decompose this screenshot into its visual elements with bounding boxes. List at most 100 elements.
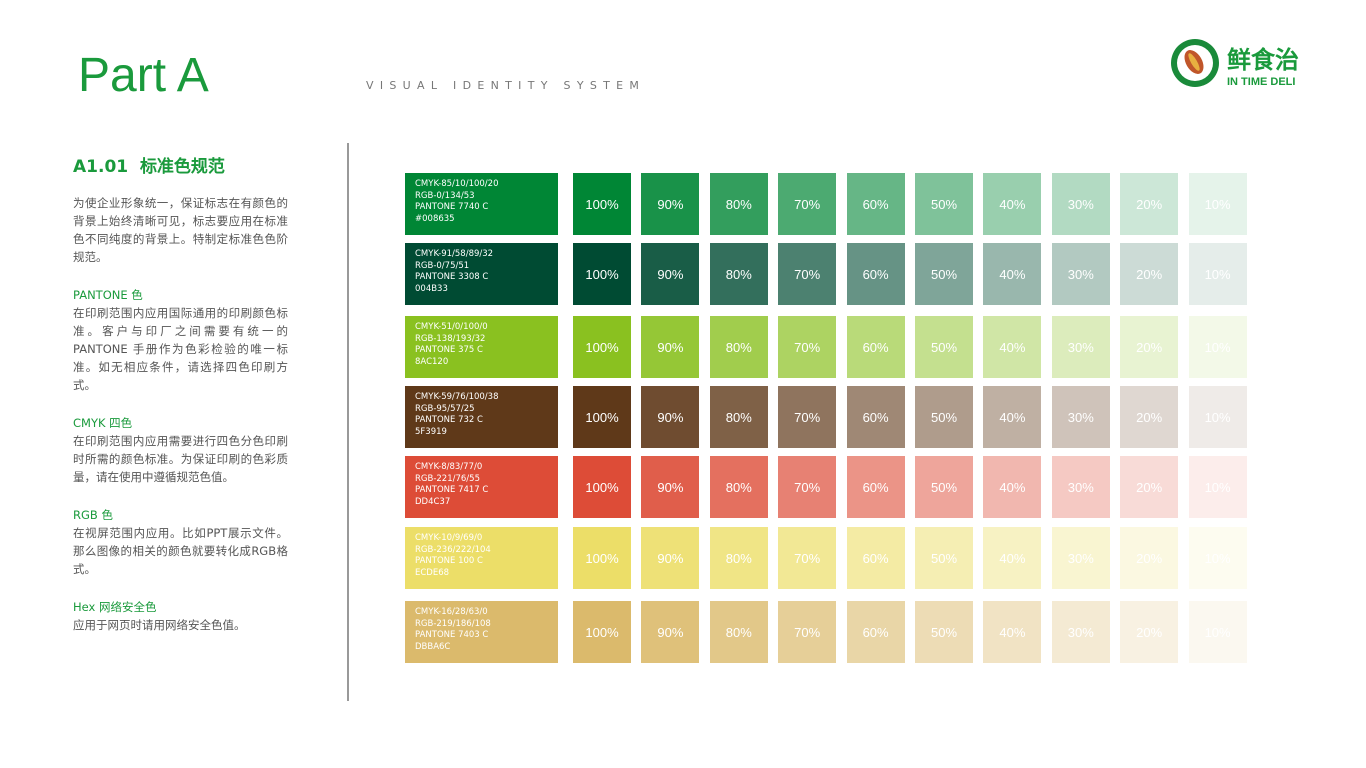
- spec-line: CMYK-8/83/77/0: [415, 462, 483, 472]
- item-heading: CMYK 四色: [73, 416, 133, 430]
- tint-fill: [641, 601, 700, 663]
- item-text: 在印刷范围内应用需要进行四色分色印刷时所需的颜色标准。为保证印刷的色彩质量，请在…: [73, 434, 288, 484]
- spec-line: CMYK-10/9/69/0: [415, 533, 483, 543]
- logo-cn: 鲜食治: [1227, 46, 1299, 74]
- divider: [347, 143, 349, 701]
- tint-tile: 50%: [915, 456, 973, 518]
- tint-fill: [983, 173, 1042, 235]
- tint-fill: [1051, 173, 1110, 235]
- tint-tile: 50%: [915, 173, 973, 235]
- tint-label: 50%: [930, 624, 958, 640]
- tint-fill: [778, 173, 837, 235]
- spec-line: ECDE68: [415, 567, 450, 578]
- tint-fill: [846, 173, 905, 235]
- logo-en: IN TIME DELI: [1227, 76, 1295, 88]
- tint-fill: [778, 316, 837, 378]
- spec-line: RGB-219/186/108: [415, 618, 491, 629]
- tint-label: 70%: [794, 624, 821, 640]
- tint-tile: 90%: [641, 456, 700, 518]
- spec-tile: CMYK-91/58/89/32 RGB-0/75/51 PANTONE 3308 …: [405, 243, 558, 305]
- tint-label: 80%: [725, 550, 752, 566]
- tint-label: 40%: [999, 266, 1026, 282]
- tint-label: 80%: [725, 624, 752, 640]
- tint-label: 60%: [862, 196, 889, 212]
- tint-tile: 70%: [778, 386, 837, 448]
- spec-line: RGB-0/75/51: [415, 260, 470, 271]
- tint-fill: [1120, 601, 1179, 663]
- tint-label: 60%: [862, 266, 889, 282]
- tint-fill: [573, 527, 631, 589]
- tint-fill: [846, 386, 905, 448]
- item-heading: PANTONE 色: [73, 288, 143, 302]
- tint-label: 10%: [1204, 479, 1231, 495]
- item-text: 应用于网页时请用网络安全色值。: [73, 618, 246, 632]
- spec-tile: CMYK-16/28/63/0 RGB-219/186/108 PANTONE 74…: [405, 601, 558, 663]
- tint-label: 10%: [1204, 196, 1231, 212]
- tint-tile: 90%: [641, 243, 700, 305]
- tint-label: 60%: [862, 550, 889, 566]
- tint-fill: [846, 601, 905, 663]
- tint-tile: 80%: [709, 316, 768, 378]
- tint-label: 90%: [657, 550, 684, 566]
- tint-tile: 20%: [1120, 386, 1179, 448]
- tint-fill: [641, 316, 700, 378]
- spec-line: CMYK-16/28/63/0: [415, 607, 488, 617]
- tint-fill: [1120, 316, 1179, 378]
- tint-fill: [709, 456, 768, 518]
- tint-label: 100%: [585, 266, 619, 282]
- tint-tile: 10%: [1188, 386, 1247, 448]
- tint-fill: [1188, 243, 1247, 305]
- tint-tile: 50%: [915, 243, 973, 305]
- tint-label: 50%: [930, 339, 958, 355]
- tint-tile: 40%: [983, 456, 1042, 518]
- tint-tile: 30%: [1051, 601, 1110, 663]
- tint-label: 80%: [725, 339, 752, 355]
- tint-fill: [778, 243, 837, 305]
- spec-line: DD4C37: [415, 496, 451, 507]
- spec-tile: CMYK-10/9/69/0 RGB-236/222/104 PANTONE 100…: [405, 527, 558, 589]
- tint-label: 90%: [657, 339, 684, 355]
- tint-label: 80%: [725, 479, 752, 495]
- tint-label: 50%: [930, 196, 958, 212]
- tint-tile: 30%: [1051, 173, 1110, 235]
- spec-line: PANTONE 3308 C: [415, 272, 489, 282]
- tint-label: 20%: [1136, 196, 1163, 212]
- tint-tile: 30%: [1051, 386, 1110, 448]
- tint-label: 90%: [657, 196, 684, 212]
- tint-fill: [709, 243, 768, 305]
- spec-line: RGB-138/193/32: [415, 333, 486, 344]
- tint-tile: 40%: [983, 316, 1042, 378]
- tint-fill: [1051, 601, 1110, 663]
- tint-fill: [778, 527, 837, 589]
- tint-label: 100%: [585, 624, 619, 640]
- tint-fill: [709, 601, 768, 663]
- tint-label: 20%: [1136, 550, 1163, 566]
- tint-label: 30%: [1067, 550, 1094, 566]
- tint-label: 40%: [999, 339, 1026, 355]
- tint-fill: [846, 527, 905, 589]
- tint-tile: 70%: [778, 316, 837, 378]
- tint-label: 50%: [930, 479, 958, 495]
- tint-fill: [1188, 386, 1247, 448]
- tint-fill: [709, 316, 768, 378]
- tint-label: 90%: [657, 624, 684, 640]
- tint-label: 10%: [1204, 266, 1231, 282]
- tint-fill: [778, 456, 837, 518]
- tint-label: 60%: [862, 409, 889, 425]
- tint-fill: [846, 243, 905, 305]
- tint-tile: 20%: [1120, 316, 1179, 378]
- tint-tile: 10%: [1188, 173, 1247, 235]
- spec-line: RGB-0/134/53: [415, 190, 475, 201]
- tint-tile: 60%: [846, 456, 905, 518]
- tint-label: 20%: [1136, 266, 1163, 282]
- tint-fill: [1051, 456, 1110, 518]
- tint-tile: 80%: [709, 527, 768, 589]
- tint-fill: [573, 601, 631, 663]
- tint-fill: [573, 316, 631, 378]
- tint-tile: 90%: [641, 386, 700, 448]
- tint-fill: [641, 456, 700, 518]
- tint-label: 80%: [725, 409, 752, 425]
- tint-fill: [915, 386, 973, 448]
- tint-tile: 20%: [1120, 601, 1179, 663]
